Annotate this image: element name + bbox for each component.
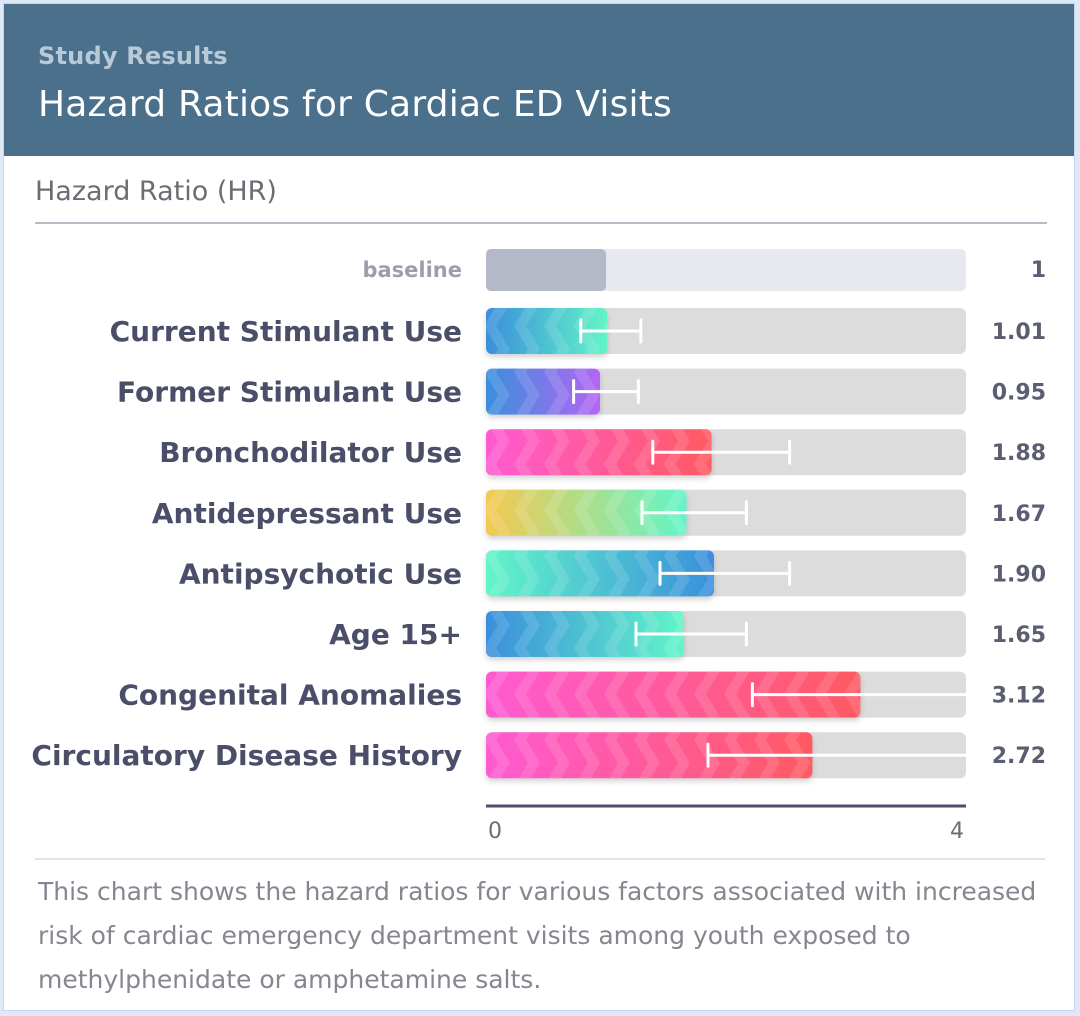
category-label: Congenital Anomalies <box>118 679 462 712</box>
hazard-ratio-chart: baseline 1 Current Stimulant Use 1.01 Former… <box>31 249 1046 844</box>
bar-pattern <box>486 732 813 779</box>
x-tick-label: 0 <box>488 819 502 844</box>
bar-pattern <box>486 489 687 536</box>
category-label: Current Stimulant Use <box>110 315 462 348</box>
divider <box>35 222 1047 224</box>
error-bar <box>572 379 640 405</box>
error-bar <box>640 500 748 526</box>
error-bar <box>634 621 748 647</box>
value-label: 1.01 <box>992 320 1046 345</box>
bar-pattern <box>486 611 684 657</box>
category-label: Bronchodilator Use <box>159 436 462 469</box>
bar-pattern <box>486 550 714 597</box>
value-label: 1.90 <box>992 562 1046 587</box>
bar-pattern <box>486 308 608 354</box>
baseline-value: 1 <box>1031 258 1046 283</box>
value-label: 1.67 <box>992 502 1046 527</box>
bar-track <box>486 368 966 415</box>
bar-pattern <box>486 429 712 476</box>
bar-pattern <box>486 368 600 415</box>
category-label: Antipsychotic Use <box>179 557 462 590</box>
value-label: 1.88 <box>992 441 1046 466</box>
axis-label: Hazard Ratio (HR) <box>35 176 277 207</box>
bar-row: Age 15+ 1.65 <box>329 611 1046 657</box>
category-label: Former Stimulant Use <box>117 376 462 409</box>
value-label: 2.72 <box>992 744 1046 769</box>
category-label: Circulatory Disease History <box>31 739 462 772</box>
bar-row: Former Stimulant Use 0.95 <box>117 368 1046 415</box>
value-label: 1.65 <box>992 623 1046 648</box>
category-label: Antidepressant Use <box>152 497 462 530</box>
chart-title: Hazard Ratios for Cardiac ED Visits <box>38 84 673 125</box>
error-bar <box>579 318 643 344</box>
bar-row: Circulatory Disease History 2.72 <box>31 732 1046 779</box>
error-bar <box>750 682 968 708</box>
bar-row: Current Stimulant Use 1.01 <box>110 308 1046 354</box>
value-label: 0.95 <box>992 381 1046 406</box>
error-bar <box>658 560 792 586</box>
category-label: Age 15+ <box>329 618 462 651</box>
divider <box>35 858 1045 860</box>
bar-row: Congenital Anomalies 3.12 <box>118 671 1046 718</box>
eyebrow-label: Study Results <box>38 42 228 70</box>
x-tick-label: 4 <box>950 819 964 844</box>
bar-row: Bronchodilator Use 1.88 <box>159 429 1046 476</box>
value-label: 3.12 <box>992 684 1046 709</box>
chart-card: Study Results Hazard Ratios for Cardiac … <box>3 3 1075 1011</box>
card-header: Study Results Hazard Ratios for Cardiac … <box>4 4 1074 156</box>
bar-row: Antipsychotic Use 1.90 <box>179 550 1046 597</box>
bar-pattern <box>486 671 861 718</box>
error-bar <box>706 742 968 768</box>
error-bar <box>651 439 792 465</box>
baseline-bar <box>486 249 606 291</box>
baseline-label: baseline <box>362 258 462 282</box>
chart-description: This chart shows the hazard ratios for v… <box>38 877 1037 994</box>
bar-row: Antidepressant Use 1.67 <box>152 489 1046 536</box>
